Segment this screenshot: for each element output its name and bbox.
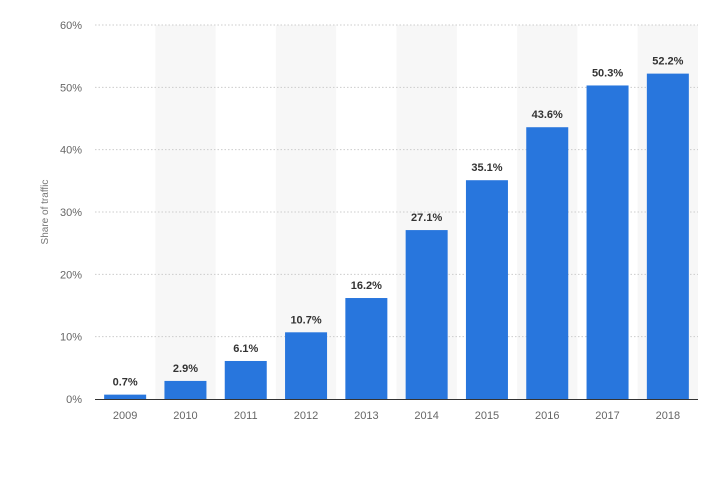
bar-2011 bbox=[224, 360, 267, 399]
band-2010 bbox=[155, 25, 216, 399]
bar-2009 bbox=[104, 394, 147, 399]
x-tick-label: 2009 bbox=[113, 410, 137, 422]
y-tick-label: 30% bbox=[60, 207, 82, 219]
data-labels: 0.7% 2.9% 6.1% 10.7% 16.2% 27.1% 35.1% 43.6% 50.… bbox=[113, 56, 684, 389]
bar-2014 bbox=[405, 230, 448, 399]
bar-2013 bbox=[345, 298, 388, 399]
bar-2016 bbox=[526, 127, 569, 399]
data-label: 50.3% bbox=[592, 67, 623, 79]
bar-2018 bbox=[646, 73, 689, 400]
y-tick-label: 10% bbox=[60, 332, 82, 344]
data-label: 16.2% bbox=[351, 280, 382, 292]
bar-2012 bbox=[285, 332, 328, 399]
x-tick-label: 2016 bbox=[535, 410, 559, 422]
y-tick-label: 50% bbox=[60, 82, 82, 94]
data-label: 52.2% bbox=[652, 56, 683, 68]
y-tick-label: 20% bbox=[60, 269, 82, 281]
data-label: 2.9% bbox=[173, 363, 198, 375]
data-label: 43.6% bbox=[532, 109, 563, 121]
bar-2017 bbox=[586, 85, 629, 400]
data-label: 35.1% bbox=[471, 162, 502, 174]
y-tick-label: 60% bbox=[60, 20, 82, 32]
y-tick-label: 0% bbox=[66, 394, 82, 406]
bars bbox=[104, 73, 689, 400]
data-label: 10.7% bbox=[290, 314, 321, 326]
bar-2010 bbox=[164, 380, 207, 399]
gridlines bbox=[95, 24, 698, 338]
bar-2015 bbox=[465, 180, 508, 399]
y-tick-label: 40% bbox=[60, 145, 82, 157]
x-tick-label: 2012 bbox=[294, 410, 318, 422]
data-label: 6.1% bbox=[233, 343, 258, 355]
x-tick-label: 2017 bbox=[595, 410, 619, 422]
y-axis-label: Share of traffic bbox=[40, 180, 51, 245]
x-axis-ticks: 2009 2010 2011 2012 2013 2014 2015 2016 2017 2018 bbox=[113, 410, 680, 422]
y-axis-ticks: 0% 10% 20% 30% 40% 50% 60% bbox=[60, 20, 82, 406]
x-tick-label: 2018 bbox=[656, 410, 680, 422]
x-tick-label: 2010 bbox=[173, 410, 197, 422]
data-label: 27.1% bbox=[411, 212, 442, 224]
x-tick-label: 2013 bbox=[354, 410, 378, 422]
data-label: 0.7% bbox=[113, 377, 138, 389]
x-tick-label: 2014 bbox=[414, 410, 438, 422]
x-tick-label: 2011 bbox=[234, 410, 258, 422]
x-tick-label: 2015 bbox=[475, 410, 499, 422]
